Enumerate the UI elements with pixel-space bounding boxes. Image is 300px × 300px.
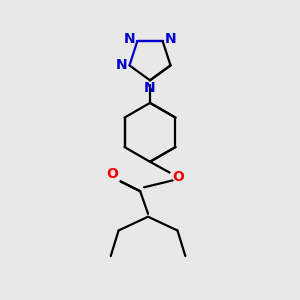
Text: O: O [106,167,118,181]
Text: N: N [144,81,156,95]
Text: N: N [165,32,176,46]
Text: O: O [172,170,184,184]
Text: N: N [124,32,135,46]
Text: N: N [116,58,127,72]
